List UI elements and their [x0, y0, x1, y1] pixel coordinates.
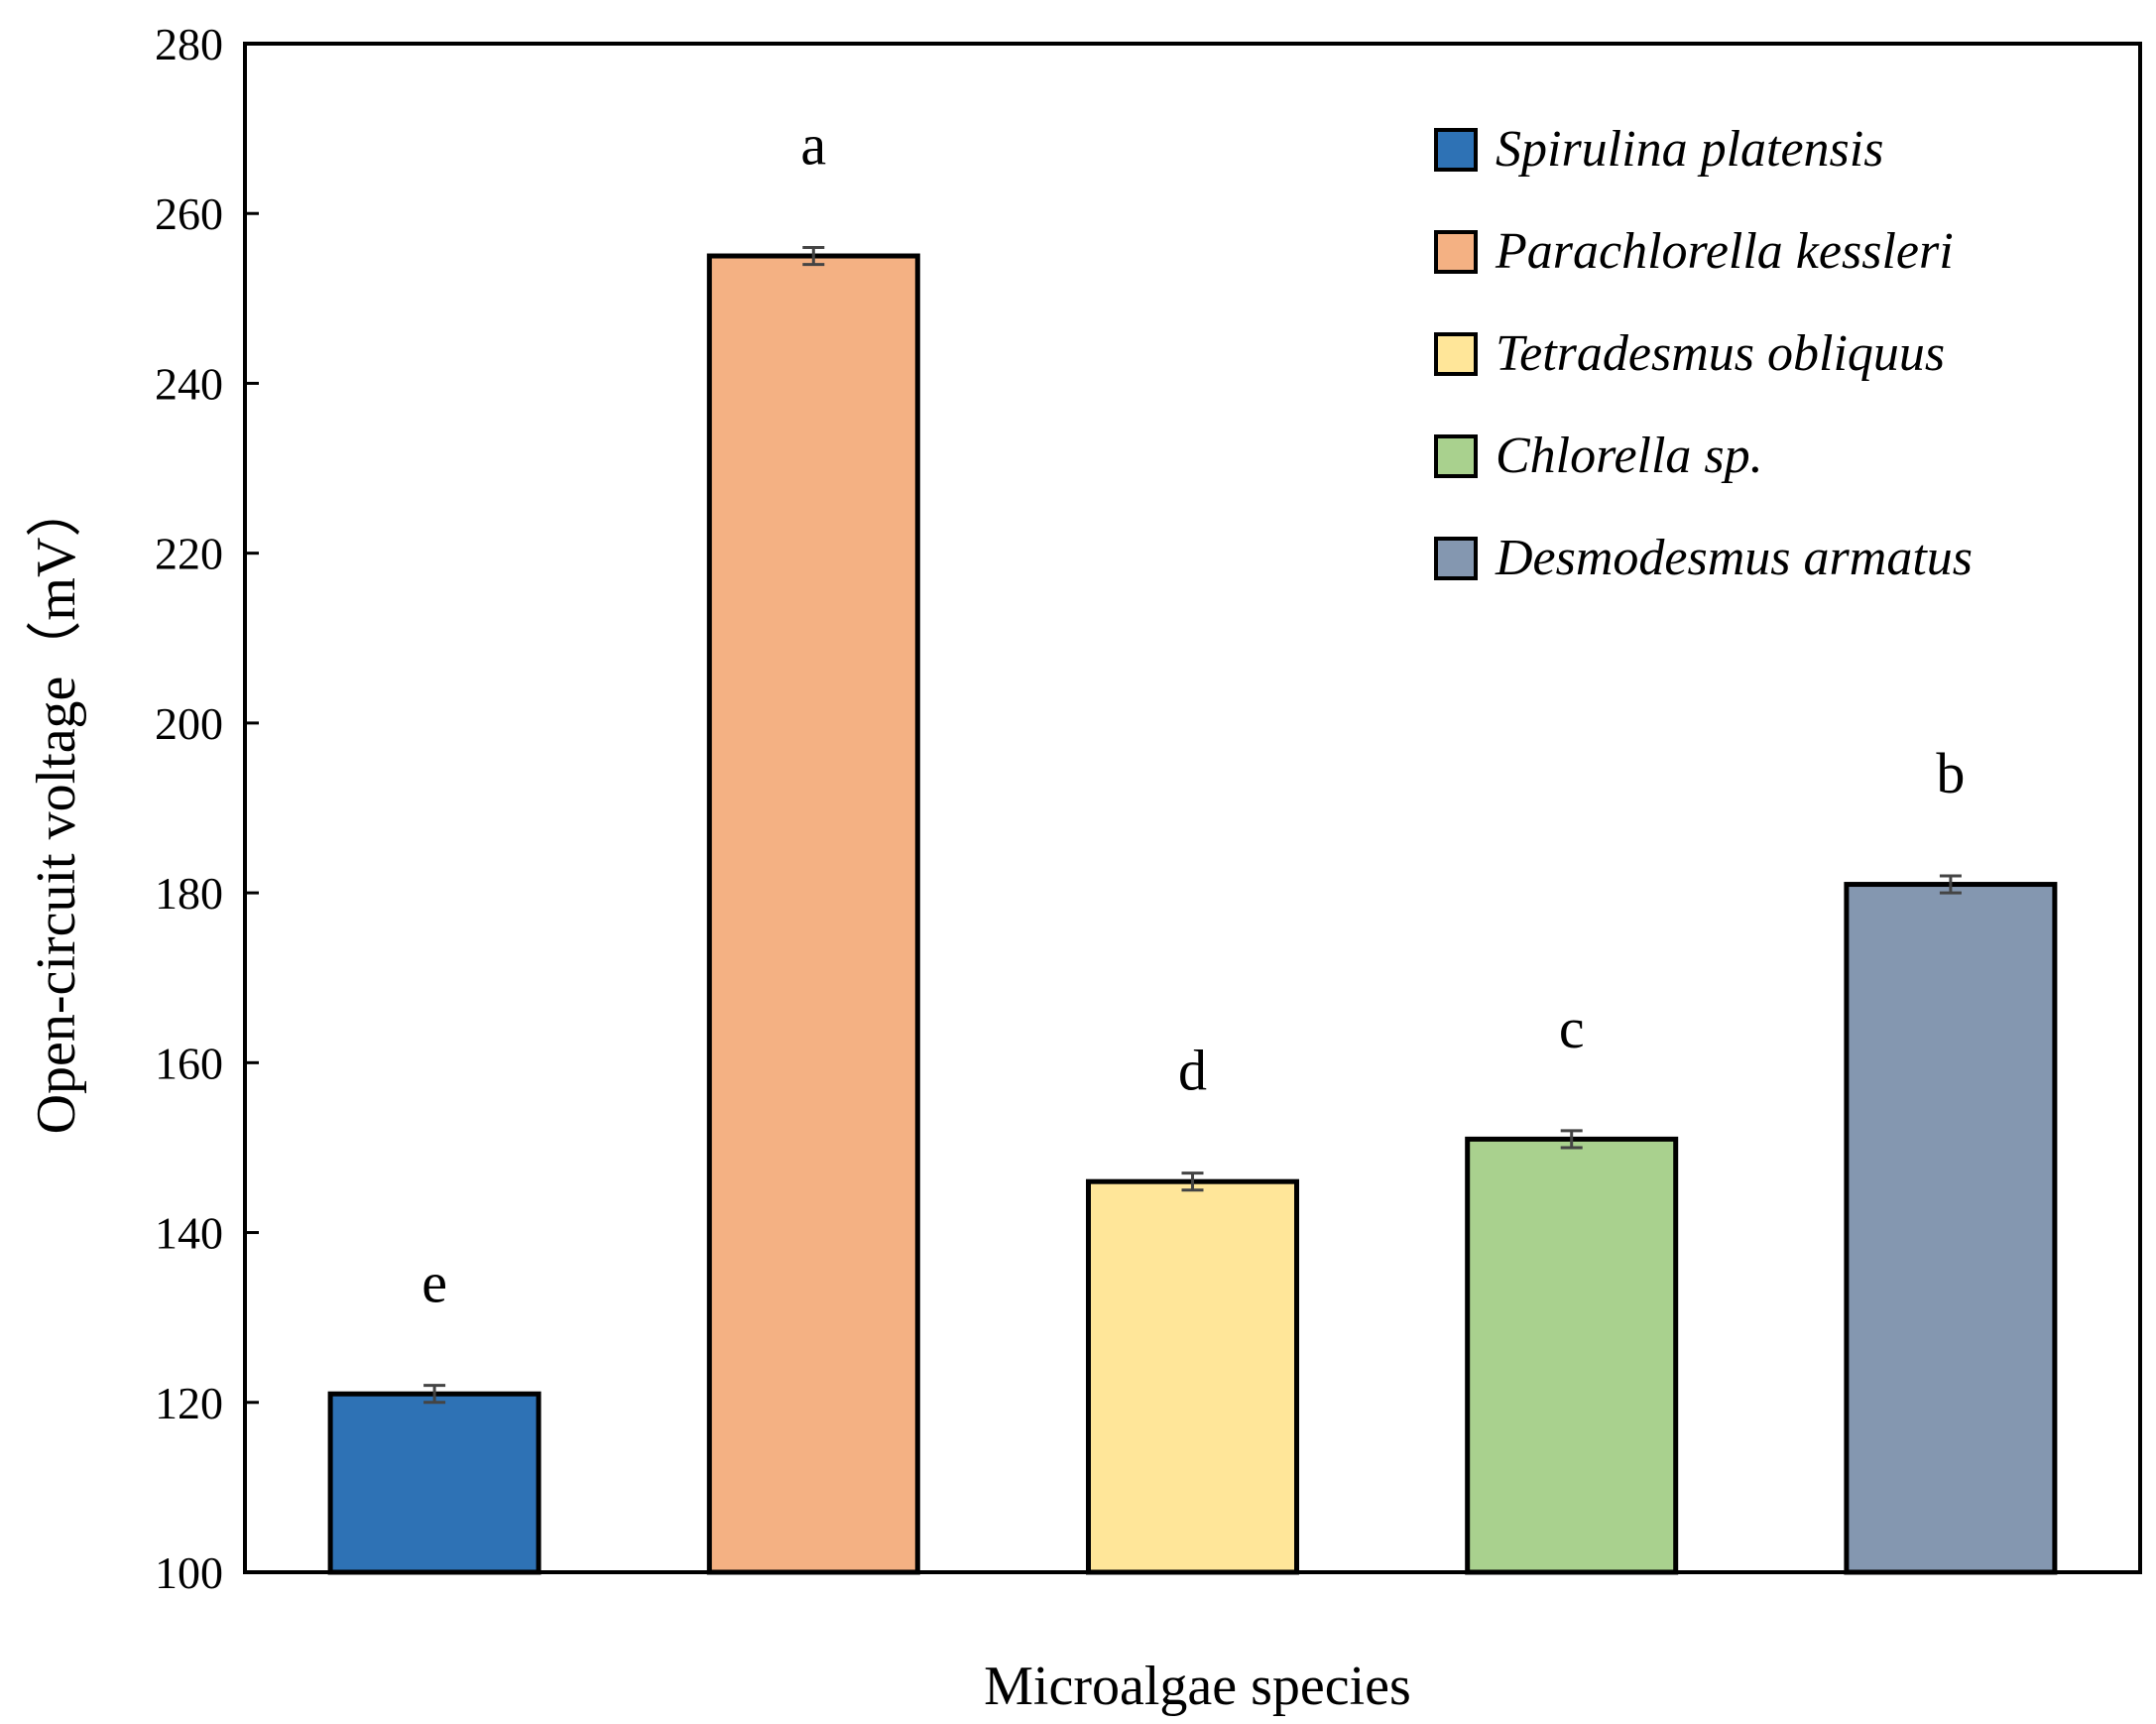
legend-label: Parachlorella kessleri — [1495, 223, 1954, 280]
bar — [1465, 1136, 1679, 1575]
error-bars-layer — [423, 245, 1962, 1405]
significance-label: d — [1178, 1039, 1207, 1103]
error-bar — [1939, 874, 1962, 895]
bar — [1844, 882, 2058, 1575]
legend-item: Tetradesmus obliquus — [1434, 325, 1945, 382]
legend-item: Chlorella sp. — [1434, 428, 1763, 484]
y-tick-label: 120 — [155, 1378, 223, 1428]
error-bar — [1560, 1129, 1583, 1150]
y-axis: 100 120 140 160 180 200 220 240 260 280 — [155, 19, 259, 1598]
bars-layer — [327, 253, 2058, 1575]
error-bar — [802, 245, 825, 267]
legend-swatch — [1434, 230, 1478, 274]
significance-label: e — [421, 1251, 447, 1315]
plot-frame — [243, 42, 2142, 1574]
y-tick-label: 220 — [155, 529, 223, 579]
legend-label: Tetradesmus obliquus — [1496, 325, 1945, 382]
y-tick-label: 100 — [155, 1547, 223, 1598]
legend-swatch — [1434, 537, 1478, 580]
legend: Spirulina platensis Parachlorella kessler… — [1434, 121, 1973, 586]
y-tick-label: 140 — [155, 1208, 223, 1259]
legend-swatch — [1434, 128, 1478, 172]
y-tick-label: 200 — [155, 698, 223, 749]
x-axis-title: Microalgae species — [984, 1656, 1411, 1717]
bar — [327, 1391, 541, 1575]
legend-swatch — [1434, 434, 1478, 478]
legend-item: Desmodesmus armatus — [1434, 530, 1973, 586]
legend-label: Desmodesmus armatus — [1495, 530, 1973, 586]
y-tick-label: 280 — [155, 19, 223, 69]
legend-label: Chlorella sp. — [1496, 428, 1763, 484]
error-bar — [1181, 1171, 1204, 1192]
bar — [706, 253, 920, 1575]
y-tick-label: 160 — [155, 1038, 223, 1088]
significance-label: b — [1936, 741, 1965, 805]
y-tick-label: 240 — [155, 358, 223, 409]
bar — [1086, 1178, 1299, 1575]
significance-label: a — [800, 112, 826, 177]
legend-label: Spirulina platensis — [1496, 121, 1883, 178]
y-tick-label: 180 — [155, 868, 223, 919]
y-axis-title: Open-circuit voltage（mV） — [26, 482, 87, 1135]
legend-item: Spirulina platensis — [1434, 121, 1883, 178]
error-bar — [423, 1384, 446, 1405]
y-tick-label: 260 — [155, 188, 223, 239]
significance-labels-layer: e a d c b — [421, 112, 1965, 1314]
significance-label: c — [1559, 996, 1585, 1060]
legend-item: Parachlorella kessleri — [1434, 223, 1954, 280]
legend-swatch — [1434, 332, 1478, 376]
